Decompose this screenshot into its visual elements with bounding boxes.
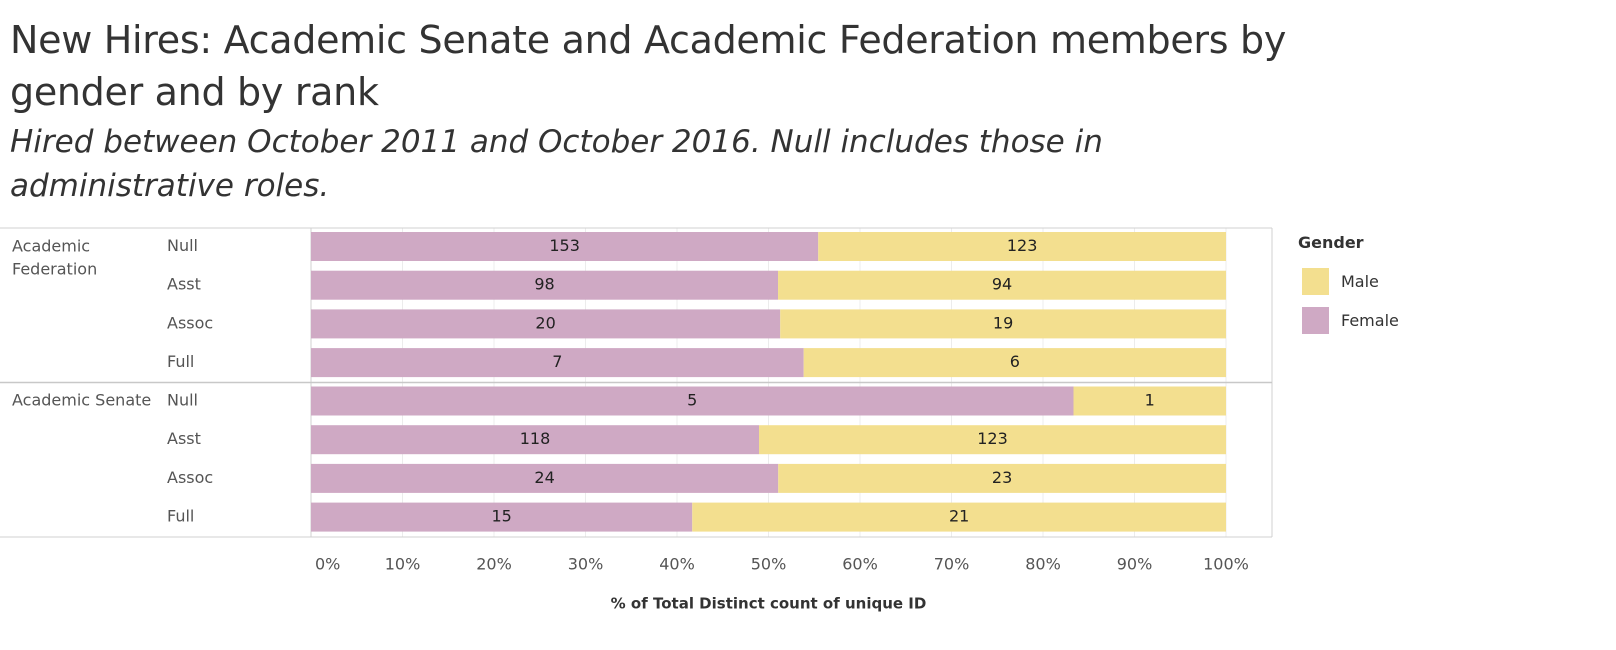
x-tick-label: 80% (1025, 555, 1061, 574)
group-label: Academic Federation (12, 236, 97, 278)
data-label-male: 6 (1010, 352, 1020, 371)
rank-label: Null (167, 236, 198, 255)
bar-female[interactable] (311, 270, 779, 300)
x-tick-label: 90% (1117, 555, 1153, 574)
bar-male[interactable] (778, 463, 1226, 493)
data-label-female: 5 (687, 391, 697, 410)
data-label-male: 94 (992, 275, 1012, 294)
x-tick-label: 60% (842, 555, 878, 574)
data-label-female: 20 (535, 313, 555, 332)
rank-label: Assoc (167, 313, 213, 332)
legend-swatch-female (1302, 307, 1329, 334)
data-label-female: 118 (520, 429, 551, 448)
legend: Gender Male Female (1298, 232, 1498, 340)
rank-label: Full (167, 352, 194, 371)
bar-male[interactable] (818, 232, 1226, 261)
data-label-male: 1 (1145, 391, 1155, 410)
x-tick-label: 100% (1203, 555, 1249, 574)
rank-label: Asst (167, 275, 201, 294)
bar-female[interactable] (311, 309, 781, 339)
bar-male[interactable] (780, 309, 1226, 339)
rank-label: Full (167, 507, 194, 526)
x-axis-title: % of Total Distinct count of unique ID (611, 595, 927, 613)
data-label-male: 23 (992, 468, 1012, 487)
x-tick-label: 40% (659, 555, 695, 574)
bar-male[interactable] (759, 425, 1226, 455)
data-label-male: 123 (977, 429, 1008, 448)
legend-item-male[interactable]: Male (1298, 262, 1498, 301)
bar-female[interactable] (311, 502, 693, 532)
legend-title: Gender (1298, 233, 1364, 252)
data-label-female: 7 (552, 352, 562, 371)
x-tick-label: 30% (568, 555, 604, 574)
legend-label-female: Female (1341, 311, 1399, 330)
rank-label: Null (167, 391, 198, 410)
x-tick-label: 70% (934, 555, 970, 574)
group-label: Academic Senate (12, 391, 151, 410)
chart-subtitle: Hired between October 2011 and October 2… (10, 124, 1103, 204)
bar-female[interactable] (311, 386, 1074, 416)
x-tick-label: 10% (385, 555, 421, 574)
data-label-male: 123 (1007, 236, 1038, 255)
data-label-female: 15 (491, 507, 511, 526)
x-tick-label: 20% (476, 555, 512, 574)
bar-male[interactable] (692, 502, 1226, 532)
legend-item-female[interactable]: Female (1298, 301, 1498, 340)
rank-label: Assoc (167, 468, 213, 487)
rank-label: Asst (167, 429, 201, 448)
chart-title: New Hires: Academic Senate and Academic … (10, 18, 1287, 114)
bar-female[interactable] (311, 232, 819, 261)
data-label-female: 153 (549, 236, 580, 255)
data-label-female: 98 (534, 275, 554, 294)
x-tick-label: 0% (315, 555, 340, 574)
bar-male[interactable] (778, 270, 1226, 300)
data-label-female: 24 (534, 468, 554, 487)
data-label-male: 21 (949, 507, 969, 526)
bar-female[interactable] (311, 348, 804, 378)
legend-label-male: Male (1341, 272, 1379, 291)
bar-male[interactable] (803, 348, 1226, 378)
x-tick-label: 50% (751, 555, 787, 574)
bar-female[interactable] (311, 425, 760, 455)
legend-swatch-male (1302, 268, 1329, 295)
bar-female[interactable] (311, 463, 779, 493)
bar-male[interactable] (1073, 386, 1227, 416)
data-label-male: 19 (993, 313, 1013, 332)
